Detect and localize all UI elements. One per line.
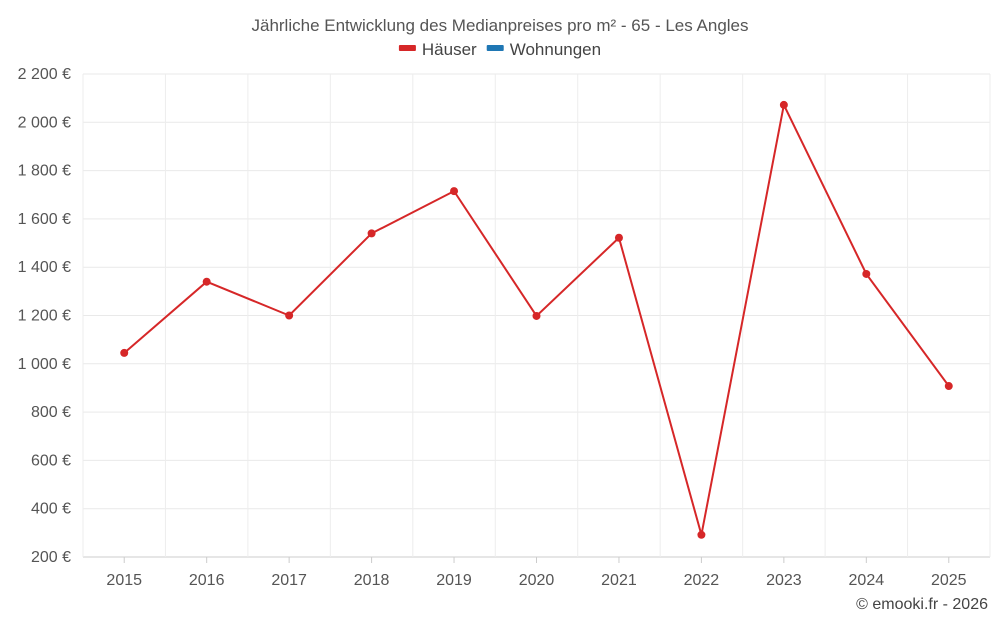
data-point[interactable] [202,277,211,286]
data-point[interactable] [779,100,788,109]
y-tick-label: 1 800 € [18,163,71,180]
x-tick-label: 2017 [271,572,307,589]
x-tick-label: 2021 [601,572,637,589]
data-point[interactable] [450,187,459,196]
y-tick-label: 400 € [31,501,71,518]
legend-item-1[interactable]: Wohnungen [486,40,601,59]
data-point[interactable] [944,382,953,391]
y-tick-label: 800 € [31,404,71,421]
y-tick-label: 2 000 € [18,114,71,131]
data-point[interactable] [367,229,376,238]
data-point[interactable] [532,311,541,320]
y-tick-label: 1 200 € [18,308,71,325]
chart-title: Jährliche Entwicklung des Medianpreises … [251,16,748,35]
legend: Häuser Wohnungen [398,40,601,59]
data-point[interactable] [862,269,871,278]
y-tick-label: 2 200 € [18,66,71,83]
x-tick-label: 2016 [189,572,225,589]
series-layer [120,100,953,539]
credit-text: © emooki.fr - 2026 [856,596,988,613]
x-tick-label: 2023 [766,572,802,589]
grid [82,73,991,558]
data-point[interactable] [120,348,129,357]
legend-swatch [486,45,504,51]
y-tick-label: 1 000 € [18,356,71,373]
x-tick-label: 2022 [684,572,720,589]
y-tick-label: 200 € [31,549,71,566]
axes: 200 € 400 € 600 € 800 € 1 000 € 1 200 € 1 400 … [18,66,967,589]
data-point[interactable] [697,530,706,539]
y-tick-label: 600 € [31,452,71,469]
legend-label: Häuser [422,40,477,59]
legend-swatch [398,45,416,51]
data-point[interactable] [285,311,294,320]
y-tick-label: 1 600 € [18,211,71,228]
legend-label: Wohnungen [510,40,601,59]
x-tick-label: 2024 [849,572,885,589]
legend-item-0[interactable]: Häuser [398,40,477,59]
x-tick-label: 2025 [931,572,967,589]
x-tick-label: 2019 [436,572,472,589]
x-tick-label: 2020 [519,572,555,589]
y-tick-label: 1 400 € [18,259,71,276]
data-point[interactable] [614,233,623,242]
x-tick-label: 2018 [354,572,390,589]
x-tick-label: 2015 [106,572,142,589]
